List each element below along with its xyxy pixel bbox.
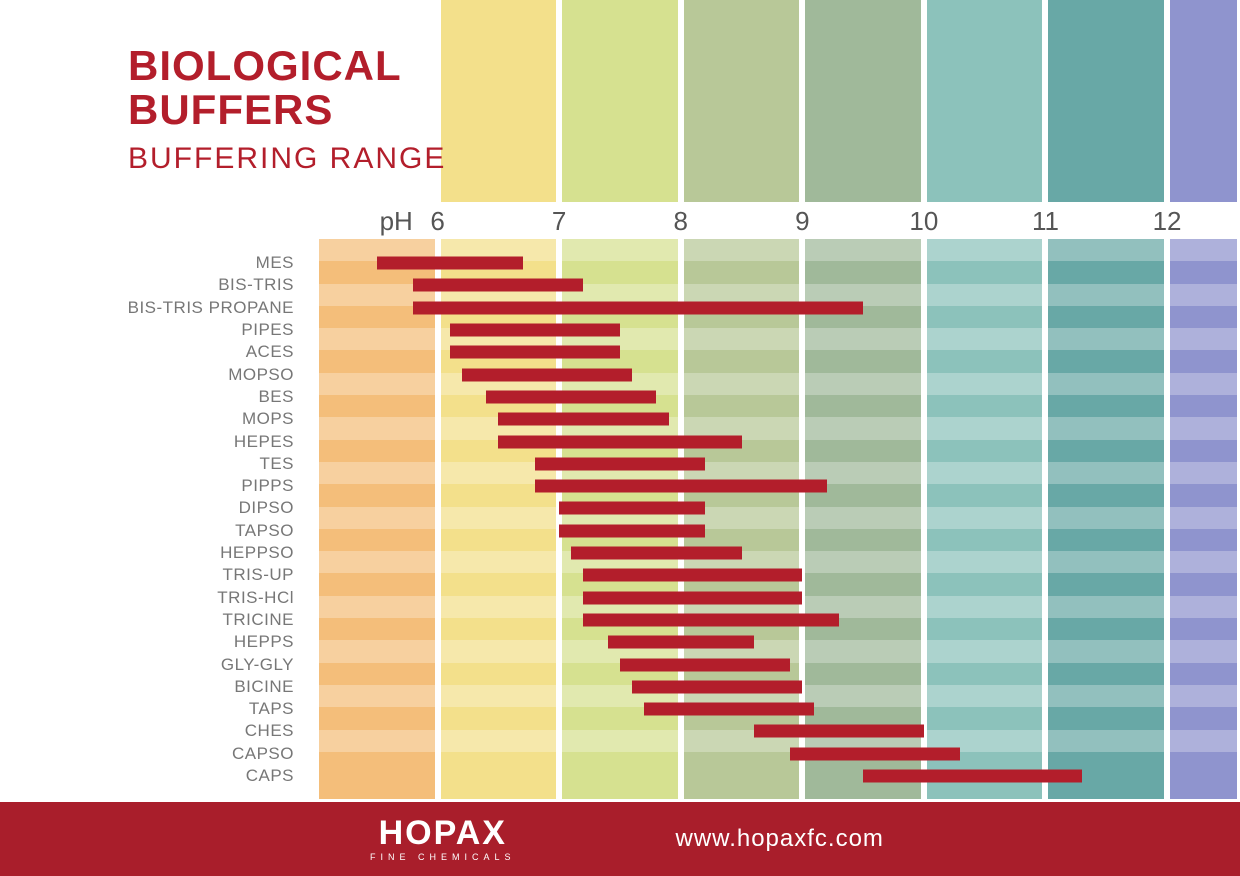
- axis-tick-label: 6: [430, 206, 444, 237]
- buffer-range-bar: [863, 770, 1082, 783]
- buffer-label: DIPSO: [239, 498, 294, 518]
- buffer-range-bar: [498, 413, 668, 426]
- ph-column-header: [441, 0, 557, 202]
- buffer-range-bar: [559, 502, 705, 515]
- buffer-label: TES: [259, 454, 294, 474]
- buffer-label: CHES: [245, 721, 294, 741]
- buffer-range-bar: [450, 324, 620, 337]
- title-sub: BUFFERING RANGE: [128, 142, 446, 176]
- buffer-label: HEPPSO: [220, 543, 294, 563]
- buffer-range-bar: [583, 591, 802, 604]
- buffer-label: GLY-GLY: [221, 655, 294, 675]
- buffer-label: CAPSO: [232, 744, 294, 764]
- buffer-range-bar: [498, 435, 741, 448]
- ph-column-header: [1170, 0, 1237, 202]
- axis-tick-label: 12: [1153, 206, 1182, 237]
- buffer-label: HEPES: [234, 432, 294, 452]
- footer-brand: HOPAX FINE CHEMICALS: [370, 816, 516, 862]
- ph-column-body: [805, 239, 921, 799]
- axis-tick-label: 8: [674, 206, 688, 237]
- buffer-label: BES: [258, 387, 294, 407]
- buffer-label: BICINE: [234, 677, 294, 697]
- buffer-range-bar: [413, 279, 583, 292]
- buffer-label: MES: [256, 253, 294, 273]
- buffer-label: TRIS-UP: [223, 565, 295, 585]
- axis-tick-label: 7: [552, 206, 566, 237]
- buffer-range-bar: [486, 390, 656, 403]
- ph-column-header: [1048, 0, 1164, 202]
- buffer-label: TAPS: [249, 699, 294, 719]
- axis-tick-label: 10: [909, 206, 938, 237]
- buffer-range-bar: [644, 703, 814, 716]
- footer-bar: HOPAX FINE CHEMICALS www.hopaxfc.com: [0, 802, 1240, 876]
- buffer-label: ACES: [246, 342, 294, 362]
- buffer-label: TAPSO: [235, 521, 294, 541]
- ph-column-body: [1048, 239, 1164, 799]
- buffer-range-bar: [754, 725, 924, 738]
- buffer-range-bar: [413, 301, 863, 314]
- buffer-range-bar: [571, 547, 741, 560]
- buffer-label: MOPS: [242, 409, 294, 429]
- ph-column-header: [562, 0, 678, 202]
- buffer-range-bar: [377, 257, 523, 270]
- ph-column-header: [805, 0, 921, 202]
- buffer-range-bar: [559, 524, 705, 537]
- title-line2: BUFFERS: [128, 88, 446, 132]
- buffer-label: BIS-TRIS: [218, 275, 294, 295]
- buffer-range-bar: [608, 636, 754, 649]
- title-block: BIOLOGICAL BUFFERS BUFFERING RANGE: [128, 44, 446, 176]
- buffer-label: TRICINE: [223, 610, 295, 630]
- buffer-label: TRIS-HCl: [217, 588, 294, 608]
- axis-tick-label: 11: [1032, 206, 1059, 237]
- buffer-label: HEPPS: [234, 632, 294, 652]
- footer-url: www.hopaxfc.com: [676, 825, 884, 853]
- buffer-label: MOPSO: [228, 365, 294, 385]
- buffer-label: PIPPS: [241, 476, 294, 496]
- page: 6789101112pHMESBIS-TRISBIS-TRIS PROPANEP…: [0, 0, 1240, 876]
- buffer-range-bar: [790, 747, 960, 760]
- buffer-label: CAPS: [246, 766, 294, 786]
- buffer-range-bar: [450, 346, 620, 359]
- footer-brand-tag: FINE CHEMICALS: [370, 852, 516, 862]
- title-line1: BIOLOGICAL: [128, 44, 446, 88]
- ph-column-body: [927, 239, 1043, 799]
- buffer-range-bar: [583, 569, 802, 582]
- buffer-range-bar: [535, 480, 827, 493]
- ph-column-header: [684, 0, 800, 202]
- footer-brand-name: HOPAX: [370, 816, 516, 850]
- buffer-range-bar: [462, 368, 632, 381]
- axis-prefix: pH: [380, 206, 413, 237]
- ph-column-header: [927, 0, 1043, 202]
- buffer-range-bar: [535, 457, 705, 470]
- buffer-range-bar: [632, 680, 802, 693]
- buffer-range-bar: [583, 613, 838, 626]
- axis-tick-label: 9: [795, 206, 809, 237]
- buffer-label: PIPES: [241, 320, 294, 340]
- buffer-range-bar: [620, 658, 790, 671]
- ph-column-body: [1170, 239, 1237, 799]
- buffer-label: BIS-TRIS PROPANE: [128, 298, 294, 318]
- ph-column-body: [319, 239, 435, 799]
